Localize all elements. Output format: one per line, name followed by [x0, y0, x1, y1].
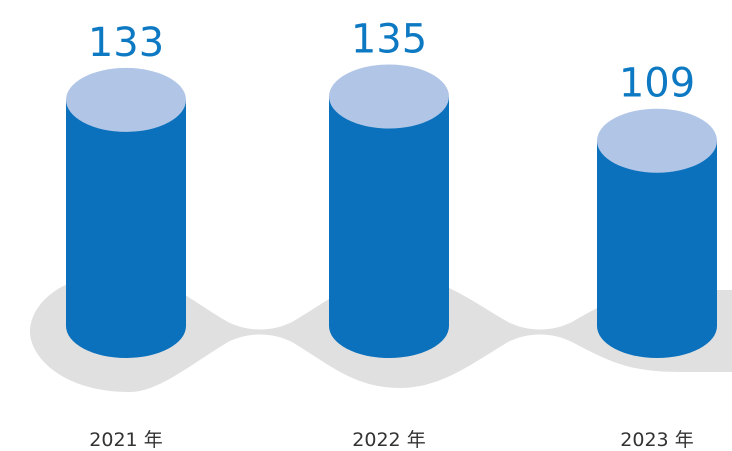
- year-label: 2021 年: [89, 429, 162, 451]
- bars-group: 133 2021 年 135 2022 年 109 2023 年: [66, 17, 717, 451]
- cylinder-bar: 109 2023 年: [597, 61, 717, 451]
- cylinder-bar: 133 2021 年: [66, 20, 186, 451]
- value-label: 109: [619, 61, 695, 107]
- value-label: 135: [351, 17, 427, 63]
- cylinder-body: [329, 96, 449, 358]
- cylinder-bar: 135 2022 年: [329, 17, 449, 451]
- year-label: 2022 年: [352, 429, 425, 451]
- value-label: 133: [88, 20, 164, 66]
- year-label: 2023 年: [620, 429, 693, 451]
- cylinder-top: [66, 67, 186, 132]
- cylinder-top: [329, 64, 449, 129]
- cylinder-body: [66, 99, 186, 359]
- cylinder-body: [597, 140, 717, 358]
- cylinder-top: [597, 108, 717, 173]
